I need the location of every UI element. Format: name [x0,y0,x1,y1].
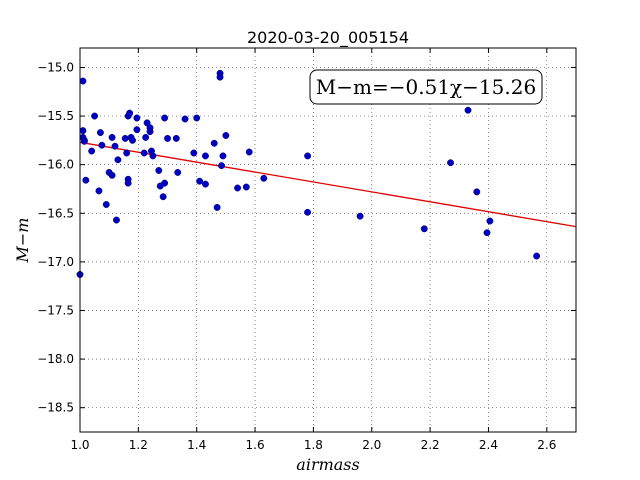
x-tick-label: 2.0 [362,438,381,452]
data-point [80,137,88,145]
data-point [486,217,494,225]
x-tick-labels: 1.0 1.2 1.4 1.6 1.8 2.0 2.2 2.4 2.6 [70,438,556,452]
data-point [464,106,472,114]
data-point [420,225,428,233]
x-tick-label: 1.8 [304,438,323,452]
data-point [219,152,227,160]
data-point [155,167,163,174]
y-axis-label: M−m [13,218,32,264]
data-point [202,180,209,188]
data-point [124,179,132,187]
x-tick-label: 1.2 [129,438,148,452]
ticks [79,48,576,432]
data-point [82,176,90,184]
data-point [133,114,141,122]
points-layer [76,69,541,278]
data-point [216,73,224,81]
plot-frame [79,47,577,433]
y-tick-label: −16.5 [37,206,74,220]
grid [79,48,576,432]
data-point [146,128,154,136]
x-tick-label: 1.4 [187,438,206,452]
fit-line [79,141,577,228]
data-point [447,159,454,167]
data-point [79,77,87,85]
y-tick-label: −15.5 [37,109,74,123]
data-point [164,134,171,142]
data-point [218,162,225,170]
data-point [234,184,242,192]
x-tick-label: 2.2 [421,438,440,452]
data-point [181,115,189,123]
data-point [113,216,120,224]
data-point [111,142,119,150]
data-point [242,183,250,191]
data-point [108,133,116,141]
data-point [356,212,364,220]
data-point [98,141,106,149]
data-point [121,134,129,142]
data-point [142,133,150,141]
chart-title: 2020-03-20_005154 [247,28,409,48]
data-point [473,188,481,196]
x-tick-label: 2.4 [479,438,498,452]
data-point [196,177,204,185]
data-point [304,152,312,160]
data-point [304,208,312,216]
fit-equation: M−m=−0.51χ−15.26 [316,75,536,99]
data-point [79,127,87,135]
data-point [126,109,134,117]
x-axis-label: airmass [296,455,359,474]
data-point [190,149,198,157]
data-point [172,134,180,142]
data-point [213,203,221,211]
fit-layer [79,141,577,228]
data-point [174,168,182,176]
data-point [149,152,157,160]
data-point [102,201,110,208]
data-point [133,126,141,134]
data-point [533,252,541,260]
data-point [210,139,218,147]
data-point [96,129,104,137]
data-point [483,229,491,237]
y-tick-label: −16.0 [37,158,74,172]
x-tick-label: 1.6 [246,438,265,452]
y-tick-labels: −15.0 −15.5 −16.0 −16.5 −17.0 −17.5 −18.0 −18.5 [37,60,74,414]
data-point [88,147,96,155]
data-point [161,114,169,122]
data-point [161,179,169,187]
data-point [202,152,209,160]
data-point [140,149,148,157]
x-tick-label: 2.6 [537,438,556,452]
data-point [260,174,268,182]
data-point [95,187,103,195]
data-point [245,148,253,156]
y-tick-label: −17.5 [37,303,74,317]
data-point [123,149,131,157]
data-point [91,112,99,120]
data-point [193,114,201,122]
y-tick-label: −18.5 [37,401,74,415]
annotation-box: M−m=−0.51χ−15.26 [309,69,543,105]
data-point [129,136,136,144]
data-point [114,156,122,164]
y-tick-label: −17.0 [37,255,74,269]
data-point [159,193,167,201]
y-tick-label: −15.0 [37,60,74,74]
x-tick-label: 1.0 [70,438,89,452]
data-point [108,171,116,179]
data-point [222,132,230,139]
annotation-frame [309,69,543,105]
y-tick-label: −18.0 [37,352,74,366]
